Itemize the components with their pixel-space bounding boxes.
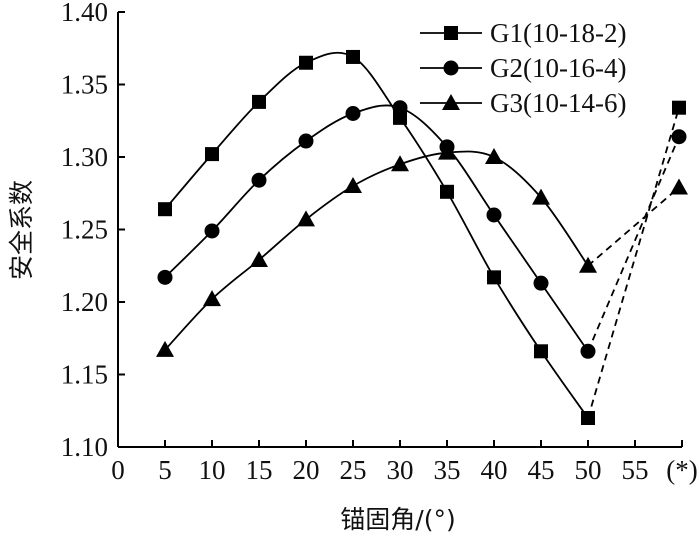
data-point-star (672, 100, 686, 115)
legend: G1(10-18-2) G2(10-16-4) G3(10-14-6) (420, 18, 626, 118)
x-tick-label: 15 (246, 455, 273, 485)
data-point (533, 275, 549, 291)
data-point (392, 100, 408, 116)
series-markers (156, 49, 688, 425)
legend-marker (444, 26, 458, 40)
x-tick-label: 35 (434, 455, 461, 485)
series-dashed-2 (587, 136, 680, 352)
data-point (298, 133, 314, 149)
data-point (534, 344, 548, 359)
data-point (391, 155, 409, 172)
data-point (581, 411, 595, 425)
x-tick-label: (*) (666, 455, 697, 485)
y-tick-label: 1.10 (61, 432, 108, 462)
data-point (250, 250, 268, 267)
x-tick-label: 25 (340, 455, 367, 485)
y-tick-label: 1.20 (61, 287, 108, 317)
data-point (156, 340, 174, 357)
legend-marker (443, 60, 459, 76)
data-point (157, 269, 173, 285)
data-point-star (670, 178, 688, 195)
data-point (532, 188, 550, 205)
data-point (438, 143, 456, 160)
x-tick-label: 50 (575, 455, 602, 485)
data-point (203, 290, 221, 307)
legend-label: G3(10-14-6) (490, 88, 626, 118)
axes (117, 11, 683, 448)
data-point (252, 94, 266, 109)
x-tick-label: 45 (528, 455, 555, 485)
data-point (345, 106, 361, 121)
data-point-star (671, 129, 687, 145)
y-axis-title: 安全系数 (7, 180, 36, 280)
x-tick-label: 10 (199, 455, 226, 485)
y-tick-label: 1.15 (61, 360, 108, 390)
data-point (487, 270, 501, 285)
data-point (393, 110, 407, 125)
data-point (580, 343, 596, 359)
x-tick-label: 5 (158, 455, 172, 485)
x-tick-label: 20 (293, 455, 320, 485)
legend-marker (442, 94, 460, 110)
x-tick-label: 55 (622, 455, 649, 485)
data-point (344, 177, 362, 193)
data-point (486, 207, 502, 223)
data-point (299, 55, 313, 70)
data-point (204, 223, 220, 239)
tick-labels: 1.10 1.15 1.20 1.25 1.30 1.35 1.40 0 5 10 15 20 25 30… (61, 0, 698, 485)
y-tick-label: 1.35 (61, 70, 108, 100)
data-point (297, 210, 315, 227)
data-point (485, 148, 503, 164)
data-point (579, 256, 597, 273)
y-tick-label: 1.30 (61, 142, 108, 172)
y-tick-label: 1.25 (61, 215, 108, 245)
series-line-3 (164, 150, 589, 351)
data-point (205, 147, 219, 162)
series-dashed-3 (587, 186, 680, 267)
data-point (251, 172, 267, 188)
series-dashed-1 (587, 107, 680, 419)
data-point (440, 184, 454, 199)
series-line-2 (164, 104, 589, 352)
data-point (158, 202, 172, 217)
y-tick-label: 1.40 (61, 0, 108, 27)
legend-label: G1(10-18-2) (490, 18, 626, 48)
x-axis-title: 锚固角/(°) (340, 505, 455, 534)
data-point (346, 49, 360, 64)
series-lines (164, 51, 680, 419)
legend-label: G2(10-16-4) (490, 53, 626, 83)
x-tick-label: 0 (111, 455, 125, 485)
x-tick-label: 40 (481, 455, 508, 485)
x-tick-label: 30 (387, 455, 414, 485)
